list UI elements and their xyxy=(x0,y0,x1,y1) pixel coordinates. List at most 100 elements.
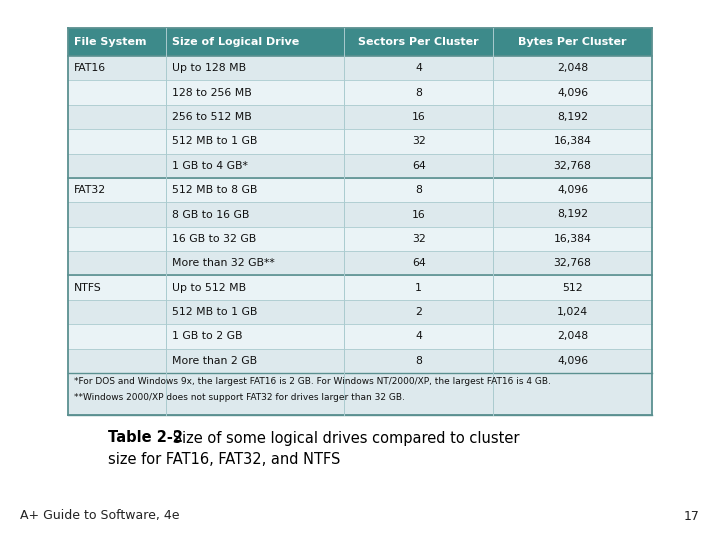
Text: NTFS: NTFS xyxy=(74,282,102,293)
Text: 64: 64 xyxy=(412,161,426,171)
Text: 16: 16 xyxy=(412,112,426,122)
Text: 4: 4 xyxy=(415,332,422,341)
Text: 8,192: 8,192 xyxy=(557,210,588,219)
Bar xyxy=(344,105,493,129)
Text: 512: 512 xyxy=(562,282,583,293)
Text: More than 32 GB**: More than 32 GB** xyxy=(172,258,275,268)
Bar xyxy=(344,275,493,300)
Bar xyxy=(493,275,652,300)
Bar xyxy=(166,129,344,153)
Bar xyxy=(68,324,166,349)
Bar xyxy=(166,105,344,129)
Bar xyxy=(344,300,493,324)
Text: 8: 8 xyxy=(415,185,422,195)
Bar xyxy=(166,324,344,349)
Bar xyxy=(493,80,652,105)
Text: Size of some logical drives compared to cluster: Size of some logical drives compared to … xyxy=(168,430,520,445)
Bar xyxy=(493,105,652,129)
Text: *For DOS and Windows 9x, the largest FAT16 is 2 GB. For Windows NT/2000/XP, the : *For DOS and Windows 9x, the largest FAT… xyxy=(74,377,551,387)
Text: 16 GB to 32 GB: 16 GB to 32 GB xyxy=(172,234,256,244)
Bar xyxy=(68,275,166,300)
Bar xyxy=(68,227,166,251)
Text: Table 2-2: Table 2-2 xyxy=(108,430,183,445)
Bar xyxy=(68,373,652,415)
Bar xyxy=(493,56,652,80)
Bar xyxy=(344,80,493,105)
Bar xyxy=(166,202,344,227)
Bar xyxy=(493,300,652,324)
Text: 1,024: 1,024 xyxy=(557,307,588,317)
Bar xyxy=(344,178,493,202)
Bar xyxy=(344,56,493,80)
Text: 64: 64 xyxy=(412,258,426,268)
Text: 512 MB to 1 GB: 512 MB to 1 GB xyxy=(172,307,258,317)
Text: 512 MB to 1 GB: 512 MB to 1 GB xyxy=(172,136,258,146)
Bar xyxy=(493,202,652,227)
Bar xyxy=(166,251,344,275)
Text: 17: 17 xyxy=(684,510,700,523)
Bar xyxy=(344,227,493,251)
Text: 4,096: 4,096 xyxy=(557,185,588,195)
Text: size for FAT16, FAT32, and NTFS: size for FAT16, FAT32, and NTFS xyxy=(108,453,341,468)
Bar xyxy=(344,202,493,227)
Bar xyxy=(493,349,652,373)
Bar xyxy=(344,324,493,349)
Bar xyxy=(166,275,344,300)
Text: 1 GB to 4 GB*: 1 GB to 4 GB* xyxy=(172,161,248,171)
Text: 32,768: 32,768 xyxy=(554,161,592,171)
Text: 2,048: 2,048 xyxy=(557,63,588,73)
Text: Up to 128 MB: Up to 128 MB xyxy=(172,63,246,73)
Text: 1: 1 xyxy=(415,282,422,293)
Text: 1 GB to 2 GB: 1 GB to 2 GB xyxy=(172,332,243,341)
Bar xyxy=(68,153,166,178)
Text: 8,192: 8,192 xyxy=(557,112,588,122)
Bar xyxy=(166,153,344,178)
Bar xyxy=(166,349,344,373)
Text: 16: 16 xyxy=(412,210,426,219)
Bar xyxy=(166,227,344,251)
Bar xyxy=(493,251,652,275)
Text: **Windows 2000/XP does not support FAT32 for drives larger than 32 GB.: **Windows 2000/XP does not support FAT32… xyxy=(74,394,405,402)
Bar xyxy=(68,28,166,56)
Text: FAT16: FAT16 xyxy=(74,63,106,73)
Bar xyxy=(68,80,166,105)
Bar xyxy=(493,324,652,349)
Bar xyxy=(68,202,166,227)
Text: 32: 32 xyxy=(412,136,426,146)
Bar xyxy=(344,129,493,153)
Bar xyxy=(344,349,493,373)
Text: 8 GB to 16 GB: 8 GB to 16 GB xyxy=(172,210,250,219)
Bar xyxy=(344,153,493,178)
Text: 2: 2 xyxy=(415,307,422,317)
Bar xyxy=(344,28,493,56)
Bar xyxy=(68,178,166,202)
Text: 32: 32 xyxy=(412,234,426,244)
Bar xyxy=(493,28,652,56)
Text: 8: 8 xyxy=(415,87,422,98)
Bar xyxy=(68,105,166,129)
Text: 2,048: 2,048 xyxy=(557,332,588,341)
Text: Bytes Per Cluster: Bytes Per Cluster xyxy=(518,37,627,47)
Bar xyxy=(493,227,652,251)
Bar xyxy=(166,300,344,324)
Text: 4: 4 xyxy=(415,63,422,73)
Text: Size of Logical Drive: Size of Logical Drive xyxy=(172,37,300,47)
Bar xyxy=(344,251,493,275)
Text: Up to 512 MB: Up to 512 MB xyxy=(172,282,246,293)
Text: 4,096: 4,096 xyxy=(557,87,588,98)
Bar xyxy=(68,300,166,324)
Bar xyxy=(166,56,344,80)
Bar xyxy=(166,178,344,202)
Text: 16,384: 16,384 xyxy=(554,136,592,146)
Text: 4,096: 4,096 xyxy=(557,356,588,366)
Bar xyxy=(166,80,344,105)
Bar xyxy=(493,153,652,178)
Text: 16,384: 16,384 xyxy=(554,234,592,244)
Text: FAT32: FAT32 xyxy=(74,185,106,195)
Bar xyxy=(166,28,344,56)
Bar xyxy=(68,56,166,80)
Bar xyxy=(493,178,652,202)
Bar xyxy=(68,129,166,153)
Text: A+ Guide to Software, 4e: A+ Guide to Software, 4e xyxy=(20,510,179,523)
Text: More than 2 GB: More than 2 GB xyxy=(172,356,257,366)
